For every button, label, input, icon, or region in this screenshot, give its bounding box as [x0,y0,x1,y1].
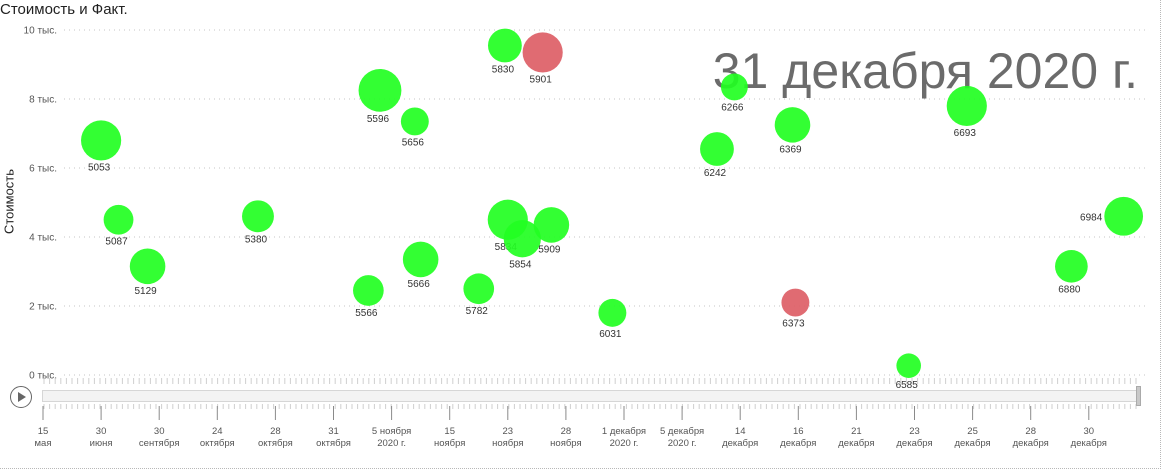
data-label: 5901 [530,75,553,86]
y-tick-label: 8 тыс. [29,95,57,106]
data-point [129,248,166,285]
x-tick-label: 28 [1025,426,1036,437]
x-tick-label: 30 [96,426,107,437]
data-label: 6266 [721,102,744,113]
data-label: 6242 [704,168,727,179]
x-tick-label: 25 [967,426,978,437]
x-tick-label: декабря [896,438,932,449]
data-point [487,28,522,63]
data-point [522,32,563,73]
data-label: 6880 [1058,285,1081,296]
data-point [774,107,811,143]
data-point [781,288,810,317]
data-point [400,107,429,136]
x-tick-label: 2020 г. [668,438,697,449]
x-tick-label: 15 [444,426,455,437]
x-tick-label: 24 [212,426,223,437]
x-tick-label: декабря [722,438,758,449]
x-tick-label: 31 [328,426,339,437]
data-label: 5656 [402,137,425,148]
data-label: 5666 [408,279,431,290]
x-tick-label: 2020 г. [377,438,406,449]
data-label: 6693 [954,128,977,139]
data-point [503,220,541,258]
data-point [358,68,402,112]
data-label: 5129 [134,286,157,297]
play-button[interactable] [10,386,32,408]
data-label: 6984 [1080,212,1103,223]
x-tick-label: 28 [561,426,572,437]
data-point [463,273,495,305]
data-label: 5909 [538,245,561,256]
y-tick-label: 0 тыс. [29,371,57,382]
data-label: 6373 [782,319,805,330]
x-tick-label: 30 [154,426,165,437]
x-tick-label: декабря [838,438,874,449]
x-tick-label: ноября [492,438,523,449]
x-tick-label: октября [316,438,351,449]
data-point [402,241,439,278]
data-point [700,132,734,166]
data-label: 5830 [492,64,515,75]
play-axis-slider[interactable] [42,390,1140,402]
data-label: 6369 [779,145,802,156]
play-axis-slider-thumb[interactable] [1136,386,1141,406]
x-tick-label: декабря [1013,438,1049,449]
x-tick-label: ноября [550,438,581,449]
data-point [598,298,627,327]
data-point [720,73,748,101]
x-tick-label: 15 [38,426,49,437]
chart-title: Стоимость и Факт. [0,1,128,18]
data-point [1104,196,1144,236]
x-tick-label: 16 [793,426,804,437]
x-tick-label: декабря [780,438,816,449]
frame-date-label: 31 декабря 2020 г. [713,43,1138,99]
x-tick-label: 2020 г. [610,438,639,449]
y-tick-label: 10 тыс. [24,26,57,37]
x-tick-label: мая [35,438,52,449]
data-point [103,204,134,235]
x-tick-label: июня [90,438,113,449]
data-label: 5782 [466,306,489,317]
data-point [242,200,274,233]
y-tick-label: 4 тыс. [29,233,57,244]
x-tick-label: 1 декабря [602,426,646,437]
play-icon [18,392,26,402]
data-label: 5053 [88,162,111,173]
x-tick-label: 28 [270,426,281,437]
data-point [533,207,570,243]
x-tick-label: сентября [139,438,180,449]
data-point [353,275,384,306]
y-tick-label: 6 тыс. [29,164,57,175]
x-tick-label: октября [258,438,293,449]
data-label: 5380 [245,234,268,245]
x-tick-label: 5 декабря [660,426,704,437]
x-tick-label: 14 [735,426,746,437]
x-tick-label: декабря [1071,438,1107,449]
x-tick-label: 5 ноября [372,426,411,437]
data-label: 6585 [896,380,919,391]
y-tick-label: 2 тыс. [29,302,57,313]
x-tick-label: декабря [954,438,990,449]
data-label: 5566 [355,308,378,319]
data-label: 6031 [599,329,622,340]
data-point [1055,249,1088,283]
data-label: 5854 [509,259,532,270]
x-tick-label: 21 [851,426,862,437]
x-tick-label: 23 [909,426,920,437]
data-label: 5596 [367,114,390,125]
x-tick-label: 30 [1084,426,1095,437]
x-tick-label: 23 [503,426,514,437]
x-tick-label: ноября [434,438,465,449]
data-label: 5087 [105,237,128,248]
data-point [896,353,921,378]
data-point [81,120,122,161]
x-tick-label: октября [200,438,235,449]
data-point [946,85,987,126]
